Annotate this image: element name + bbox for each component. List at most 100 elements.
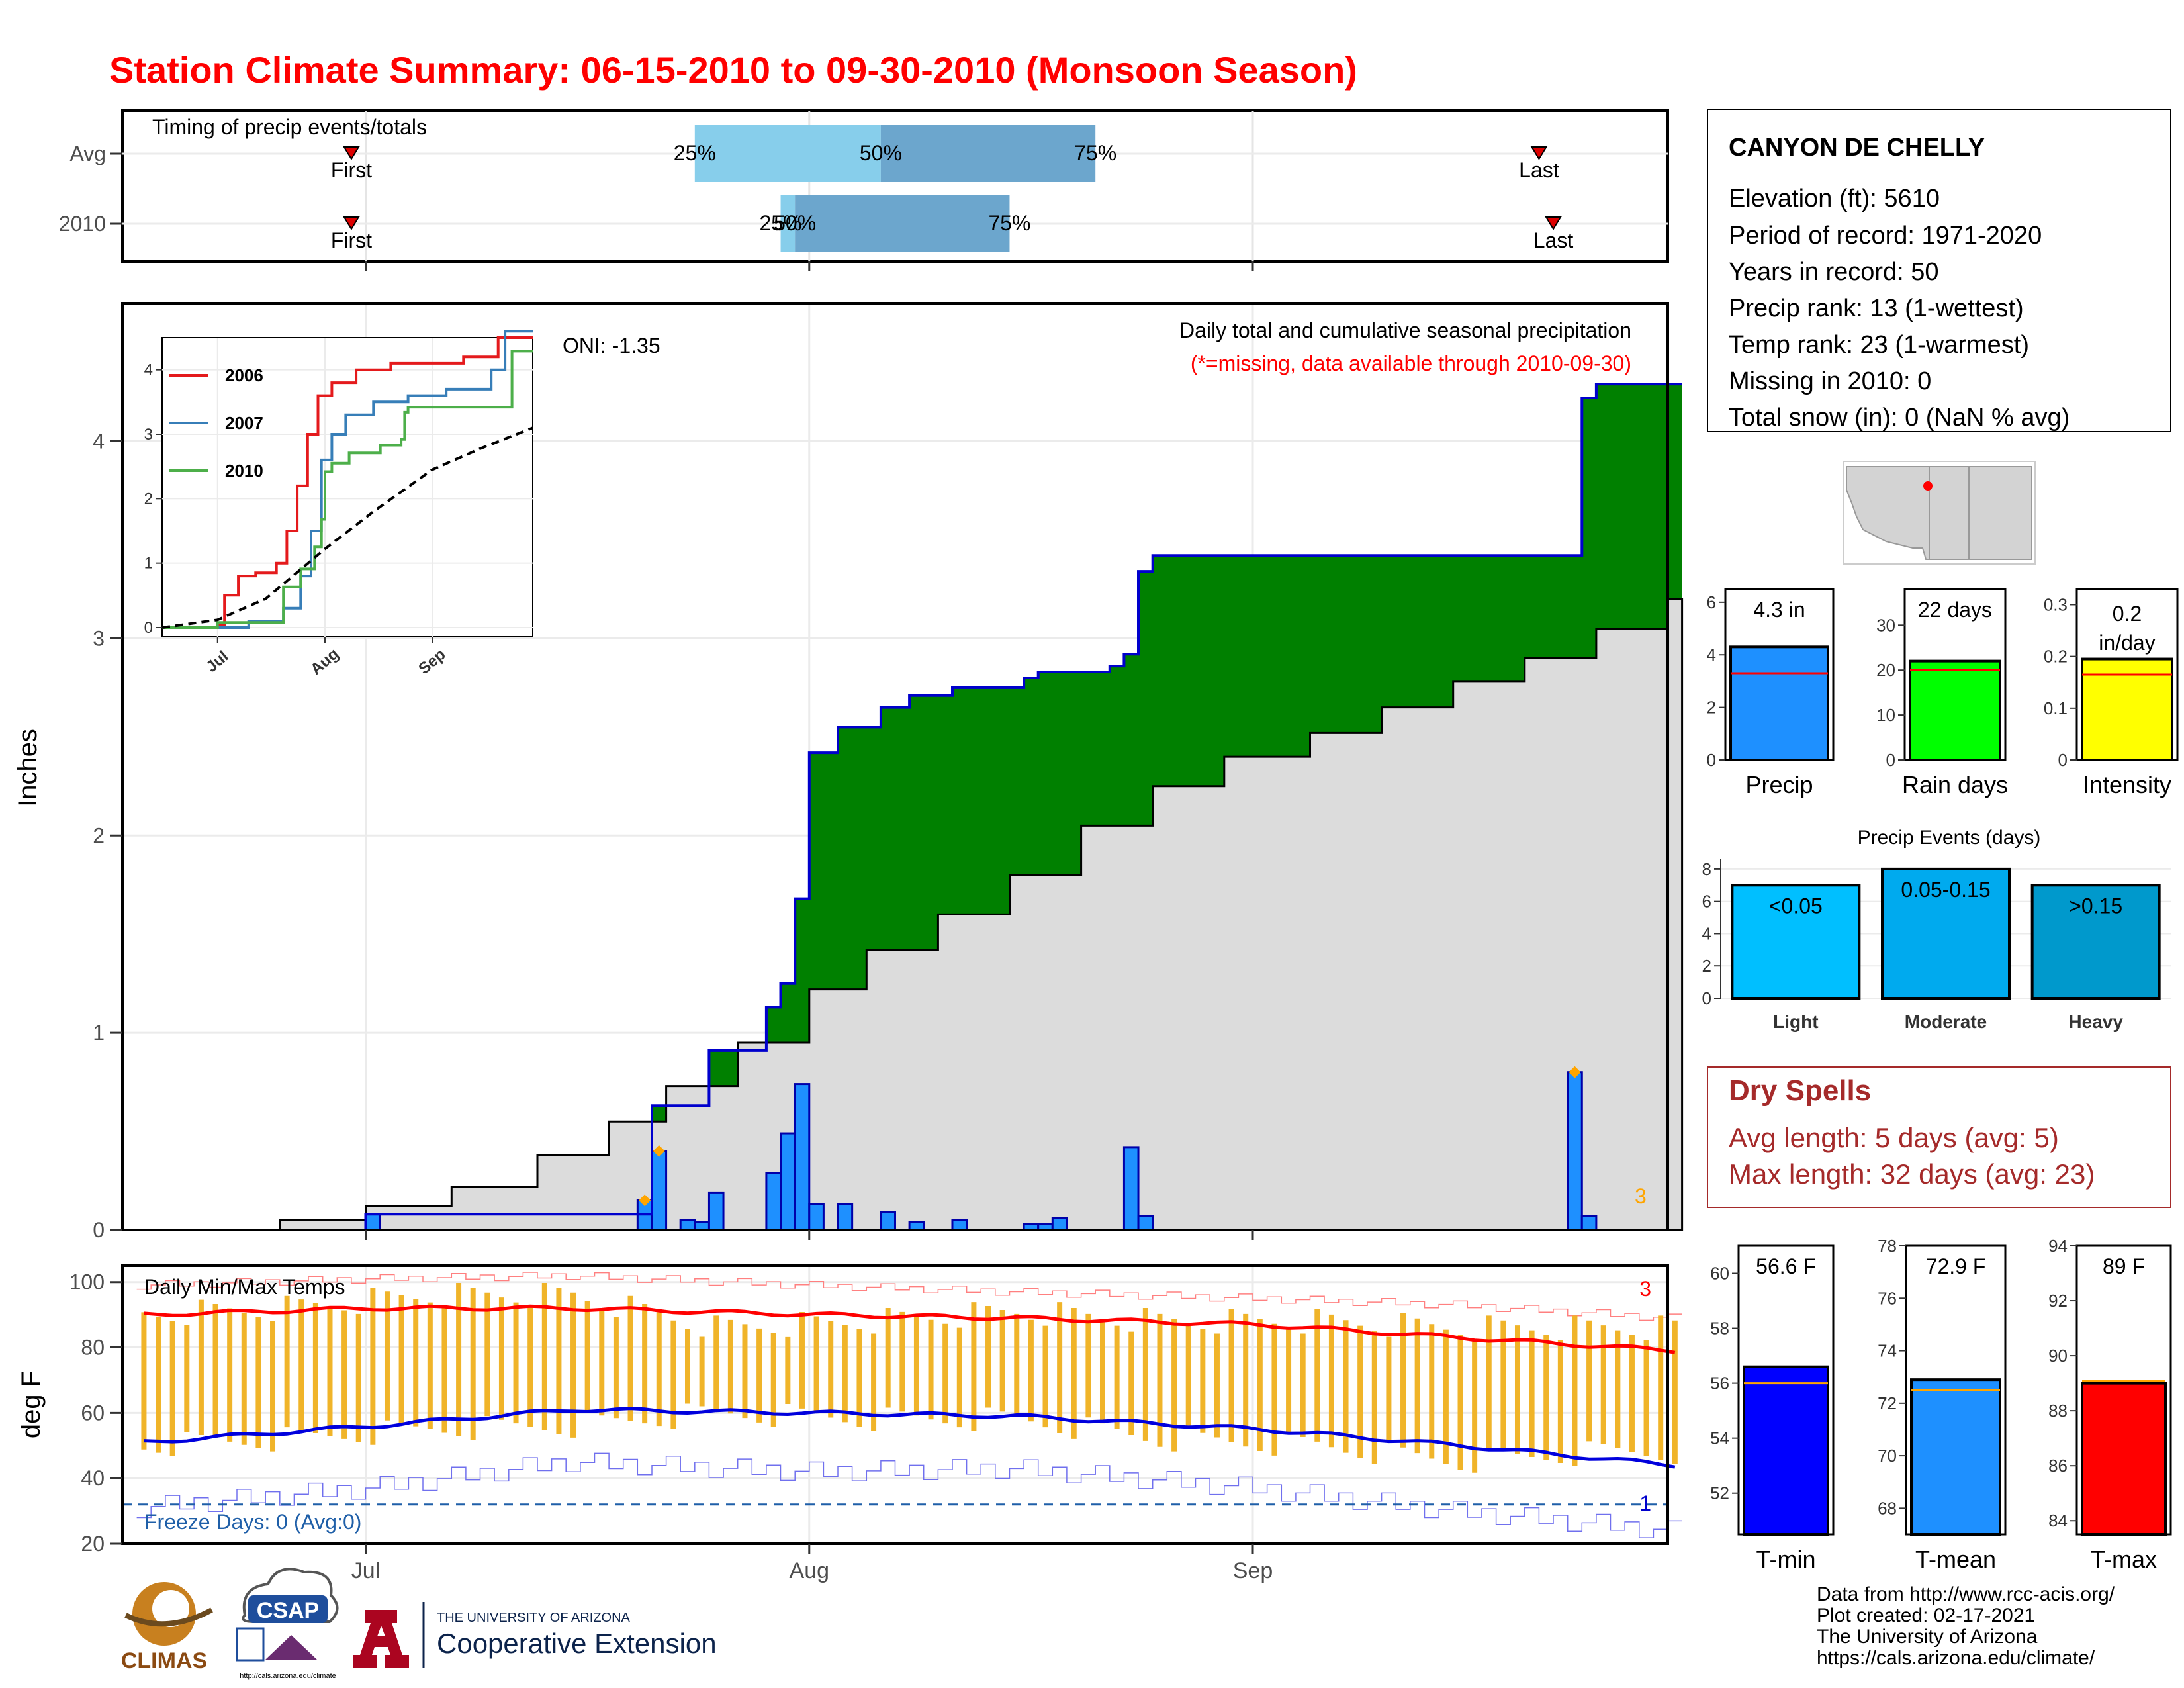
daily-precip-bar xyxy=(1580,1215,1598,1231)
value-label: 22 days xyxy=(1918,598,1992,622)
average-cumulative-area xyxy=(136,598,1684,1231)
dry-spells-max: Max length: 32 days (avg: 23) xyxy=(1729,1158,2095,1190)
y-tick-label: 0 xyxy=(93,1218,105,1242)
daily-precip-bar xyxy=(1567,1071,1583,1231)
y-tick-label: 20 xyxy=(81,1532,105,1556)
y-tick-label: 84 xyxy=(2048,1511,2068,1530)
inset-series-line xyxy=(162,330,533,629)
ua-top-text: THE UNIVERSITY OF ARIZONA xyxy=(437,1611,631,1625)
y-tick-label: 74 xyxy=(1878,1341,1897,1361)
event-bar-label: >0.15 xyxy=(2069,894,2122,917)
y-tick-label: 0 xyxy=(1707,750,1716,770)
last-label: Last xyxy=(1533,228,1574,252)
inset-y-label: 0 xyxy=(144,619,153,637)
legend-label: 2006 xyxy=(225,365,263,385)
y-tick-label: 4 xyxy=(1702,923,1711,943)
daily-precip-bar xyxy=(679,1219,696,1231)
y-tick-label: 92 xyxy=(2048,1291,2068,1311)
daily-precip-bar xyxy=(951,1219,968,1231)
inset-average-line xyxy=(161,426,533,629)
y-tick-label: 6 xyxy=(1707,592,1716,612)
small-bar-chart-tmin: 52 54 56 58 60 56.6 F T-min xyxy=(1710,1244,1835,1573)
y-tick-label: 20 xyxy=(1876,660,1895,680)
y-tick-label: 78 xyxy=(1878,1236,1897,1256)
y-tick-label: 0.2 xyxy=(2044,647,2068,667)
daily-precip-bar xyxy=(780,1132,796,1231)
event-category-label: Moderate xyxy=(1905,1011,1987,1032)
y-tick-label: 10 xyxy=(1876,705,1895,725)
last-marker xyxy=(1545,216,1562,230)
legend-label: 2007 xyxy=(225,413,263,433)
record-high-line xyxy=(136,1272,1682,1321)
temp-panel: 20 40 60 80 100 Jul Aug Sep deg F Daily Min/Max… xyxy=(17,1264,1682,1583)
cumulative-2010-line xyxy=(136,383,1682,1231)
small-bar-chart-intensity: 0 0.1 0.2 0.3 0.2 in/day Intensity xyxy=(2044,588,2179,798)
small-bar-chart-rain_days: 0 10 20 30 22 days Rain days xyxy=(1876,588,2008,798)
dry-spells-avg: Avg length: 5 days (avg: 5) xyxy=(1729,1122,2059,1153)
oni-label: ONI: -1.35 xyxy=(563,334,660,357)
daily-precip-bar xyxy=(1122,1146,1140,1231)
y-tick-label: 60 xyxy=(81,1401,105,1425)
dry-spells-title: Dry Spells xyxy=(1729,1074,1871,1107)
event-bar-label: 0.05-0.15 xyxy=(1901,878,1990,902)
inset-y-label: 2 xyxy=(144,490,153,508)
first-marker xyxy=(343,216,360,230)
value-bar xyxy=(2081,657,2173,762)
value-label: 4.3 in xyxy=(1753,598,1805,622)
y-tick-label: 8 xyxy=(1702,859,1711,879)
x-tick-label: Sep xyxy=(1233,1558,1273,1583)
small-bar-chart-tmax: 84 86 88 90 92 94 89 F T-max xyxy=(2048,1236,2172,1573)
daily-precip-bar xyxy=(1137,1215,1154,1231)
first-marker xyxy=(343,146,360,160)
x-tick-label: Aug xyxy=(790,1558,830,1583)
p75-label: 75% xyxy=(1074,141,1116,165)
first-label: First xyxy=(331,158,372,182)
p50-label: 50% xyxy=(774,211,816,235)
flag-marker xyxy=(1569,1066,1581,1078)
value-bar xyxy=(1909,659,2001,762)
p75-label: 75% xyxy=(988,211,1030,235)
x-tick-label: Jul xyxy=(351,1558,380,1583)
quartile-bar-high xyxy=(795,195,1010,252)
station-line: Temp rank: 23 (1-warmest) xyxy=(1729,331,2029,359)
y-tick-label: 52 xyxy=(1710,1483,1729,1503)
quartile-bar-high xyxy=(880,125,1096,182)
temp-max-note: 3 xyxy=(1639,1277,1651,1301)
temp-min-note: 1 xyxy=(1639,1491,1651,1515)
y-tick-label: 2 xyxy=(1702,956,1711,976)
value-bar xyxy=(1743,1365,1829,1536)
value-label: in/day xyxy=(2099,631,2155,655)
p50-label: 50% xyxy=(860,141,902,165)
category-label: T-min xyxy=(1756,1546,1816,1573)
last-marker xyxy=(1530,146,1548,160)
y-tick-label: 56 xyxy=(1710,1374,1729,1393)
y-tick-label: 54 xyxy=(1710,1429,1729,1448)
y-tick-label: 0 xyxy=(1702,988,1711,1008)
inset-series-line xyxy=(162,350,533,629)
inset-y-label: 3 xyxy=(144,426,153,444)
footer-line: https://cals.arizona.edu/climate/ xyxy=(1817,1647,2095,1669)
daily-precip-bar xyxy=(365,1213,381,1231)
station-line: Precip rank: 13 (1-wettest) xyxy=(1729,295,2024,322)
category-label: Rain days xyxy=(1902,771,2008,798)
value-bar xyxy=(1729,645,1829,761)
ua-logo: THE UNIVERSITY OF ARIZONA Cooperative Ex… xyxy=(353,1602,717,1668)
timing-row-label: Avg xyxy=(69,142,106,165)
y-tick-label: 58 xyxy=(1710,1319,1729,1338)
freeze-label: Freeze Days: 0 (Avg:0) xyxy=(144,1510,361,1534)
timing-title: Timing of precip events/totals xyxy=(152,115,427,139)
y-tick-label: 0 xyxy=(1886,750,1895,770)
quartile-bar-low xyxy=(694,125,881,182)
station-line: Period of record: 1971-2020 xyxy=(1729,222,2042,250)
precip-count-note: 3 xyxy=(1635,1184,1647,1208)
precip-ylabel: Inches xyxy=(13,729,42,807)
climas-logo-text: CLIMAS xyxy=(121,1648,207,1673)
station-line: Missing in 2010: 0 xyxy=(1729,367,1931,395)
timing-row-label: 2010 xyxy=(59,212,106,236)
precip-panel-subtitle: (*=missing, data available through 2010-… xyxy=(1191,352,1631,375)
y-tick-label: 60 xyxy=(1710,1264,1729,1284)
page-title: Station Climate Summary: 06-15-2010 to 0… xyxy=(109,49,1357,91)
precip-events-title: Precip Events (days) xyxy=(1858,827,2041,849)
y-tick-label: 76 xyxy=(1878,1288,1897,1308)
